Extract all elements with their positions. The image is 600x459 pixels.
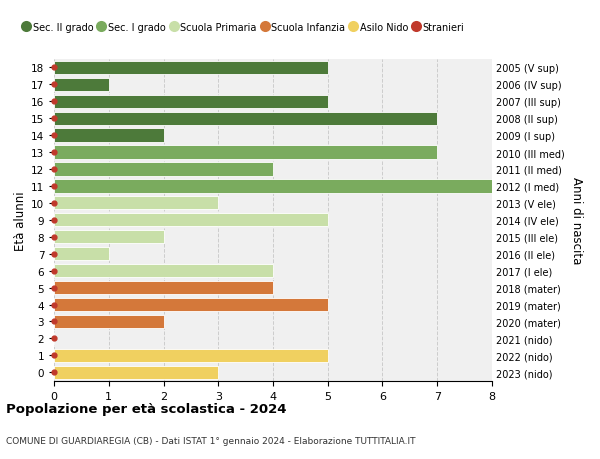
Y-axis label: Anni di nascita: Anni di nascita [571, 177, 583, 264]
Bar [54, 214, 328, 227]
Bar [54, 95, 328, 108]
Bar [54, 112, 437, 125]
Y-axis label: Età alunni: Età alunni [14, 190, 27, 250]
Text: COMUNE DI GUARDIAREGIA (CB) - Dati ISTAT 1° gennaio 2024 - Elaborazione TUTTITAL: COMUNE DI GUARDIAREGIA (CB) - Dati ISTAT… [6, 436, 415, 445]
Bar [54, 281, 273, 295]
Bar [54, 366, 218, 379]
Bar [54, 247, 109, 261]
Bar [54, 163, 273, 176]
Bar [54, 180, 492, 193]
Text: Popolazione per età scolastica - 2024: Popolazione per età scolastica - 2024 [6, 403, 287, 415]
Bar [54, 264, 273, 278]
Bar [54, 78, 109, 92]
Legend: Sec. II grado, Sec. I grado, Scuola Primaria, Scuola Infanzia, Asilo Nido, Stran: Sec. II grado, Sec. I grado, Scuola Prim… [24, 23, 464, 33]
Bar [54, 62, 328, 75]
Bar [54, 146, 437, 159]
Bar [54, 298, 328, 312]
Bar [54, 349, 328, 362]
Bar [54, 197, 218, 210]
Bar [54, 230, 163, 244]
Bar [54, 129, 163, 142]
Bar [54, 315, 163, 328]
